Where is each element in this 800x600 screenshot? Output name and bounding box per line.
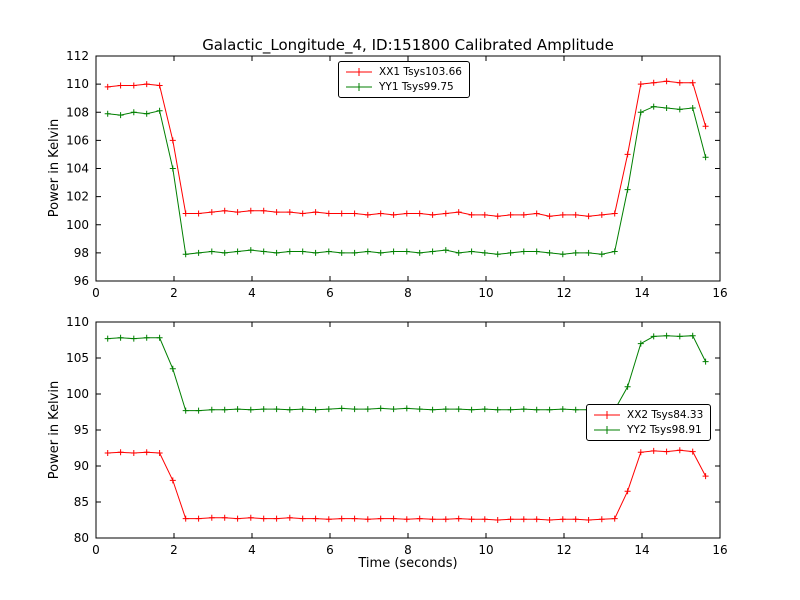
xlabel: Time (seconds): [358, 556, 458, 571]
x-tick-label: 0: [92, 286, 100, 300]
legend-label: YY1 Tsys99.75: [379, 81, 454, 93]
y-tick-label: 95: [74, 423, 89, 437]
series-markers: [104, 447, 709, 523]
y-tick-label: 85: [74, 495, 89, 509]
x-tick-label: 16: [712, 286, 727, 300]
series-line: [107, 106, 707, 255]
legend-item-xx2: XX2 Tsys84.33: [592, 409, 703, 421]
series-markers: [104, 332, 709, 414]
y-tick-label: 98: [74, 246, 89, 260]
y-tick-label: 112: [66, 49, 89, 63]
legend-line-sample-icon: [594, 411, 620, 419]
tick-marks: [95, 321, 721, 539]
y-tick-label: 100: [66, 218, 89, 232]
series-markers: [104, 103, 709, 258]
y-tick-label: 104: [66, 162, 89, 176]
y-tick-label: 100: [66, 387, 89, 401]
x-tick-label: 16: [712, 543, 727, 557]
x-tick-label: 14: [634, 286, 649, 300]
x-tick-label: 8: [404, 543, 412, 557]
x-tick-label: 12: [556, 286, 571, 300]
y-tick-label: 102: [66, 190, 89, 204]
series-line: [107, 449, 707, 521]
x-tick-label: 10: [478, 543, 493, 557]
legend-label: XX1 Tsys103.66: [379, 66, 462, 78]
legend-top-subplot: XX1 Tsys103.66 YY1 Tsys99.75: [338, 61, 470, 98]
tick-marks: [95, 55, 721, 282]
legend-line-sample-icon: [346, 83, 372, 91]
y-tick-label: 106: [66, 133, 89, 147]
x-tick-label: 2: [170, 543, 178, 557]
legend-line-sample-icon: [594, 426, 620, 434]
legend-label: YY2 Tsys98.91: [627, 424, 702, 436]
ylabel-bottom-subplot: Power in Kelvin: [47, 380, 62, 480]
y-tick-label: 96: [74, 274, 89, 288]
x-tick-label: 4: [248, 286, 256, 300]
y-tick-label: 90: [74, 459, 89, 473]
plot-title: Galactic_Longitude_4, ID:151800 Calibrat…: [202, 36, 614, 54]
series-line: [107, 335, 707, 412]
y-tick-label: 105: [66, 351, 89, 365]
legend-item-xx1: XX1 Tsys103.66: [344, 66, 462, 78]
y-tick-label: 110: [66, 315, 89, 329]
series-line: [107, 80, 707, 217]
series-markers: [104, 78, 709, 220]
x-tick-label: 6: [326, 543, 334, 557]
legend-label: XX2 Tsys84.33: [627, 409, 704, 421]
x-tick-label: 10: [478, 286, 493, 300]
x-tick-label: 0: [92, 543, 100, 557]
legend-item-yy2: YY2 Tsys98.91: [592, 424, 703, 436]
x-tick-label: 6: [326, 286, 334, 300]
legend-line-sample-icon: [346, 68, 372, 76]
legend-bottom-subplot: XX2 Tsys84.33 YY2 Tsys98.91: [586, 404, 712, 441]
y-tick-label: 80: [74, 531, 89, 545]
y-tick-label: 110: [66, 77, 89, 91]
x-tick-label: 2: [170, 286, 178, 300]
y-tick-label: 108: [66, 105, 89, 119]
legend-item-yy1: YY1 Tsys99.75: [344, 81, 462, 93]
x-tick-label: 12: [556, 543, 571, 557]
subplot-0: 0 2 4 6 8 10 12 14 16 96 98 100 102 104 106 108 110 112: [66, 49, 728, 300]
x-tick-label: 8: [404, 286, 412, 300]
ylabel-top-subplot: Power in Kelvin: [47, 118, 62, 218]
x-tick-label: 14: [634, 543, 649, 557]
x-tick-label: 4: [248, 543, 256, 557]
